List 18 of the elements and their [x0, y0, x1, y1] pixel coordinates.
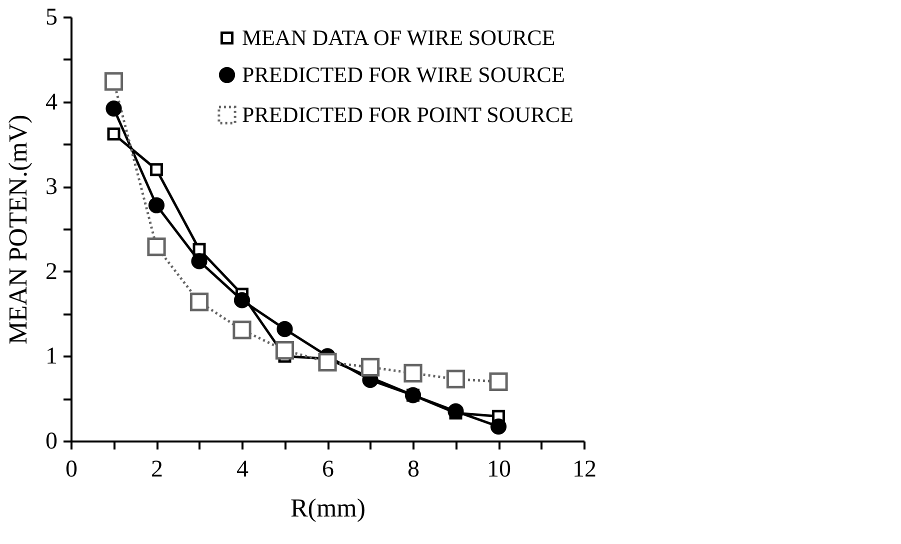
x-tick-label: 10 [487, 456, 511, 482]
x-tick-label: 4 [236, 456, 248, 482]
legend-label: PREDICTED FOR WIRE SOURCE [242, 62, 565, 87]
y-tick-label: 2 [46, 258, 58, 285]
y-tick-label: 3 [46, 174, 58, 200]
x-tick-label: 0 [66, 456, 78, 482]
x-tick-label: 12 [572, 456, 596, 482]
legend-label: MEAN DATA OF WIRE SOURCE [242, 25, 556, 50]
legend-label: PREDICTED FOR POINT SOURCE [242, 102, 574, 127]
y-axis-title: MEAN POTEN.(mV) [4, 114, 32, 344]
x-tick-label: 6 [322, 456, 334, 482]
x-tick-label: 8 [408, 456, 420, 482]
y-tick-label: 4 [46, 89, 58, 116]
x-axis-title: R(mm) [290, 494, 366, 522]
y-tick-label: 0 [46, 428, 58, 454]
x-tick-label: 2 [151, 456, 163, 482]
y-tick-label: 5 [46, 4, 58, 30]
y-tick-label: 1 [46, 344, 58, 370]
